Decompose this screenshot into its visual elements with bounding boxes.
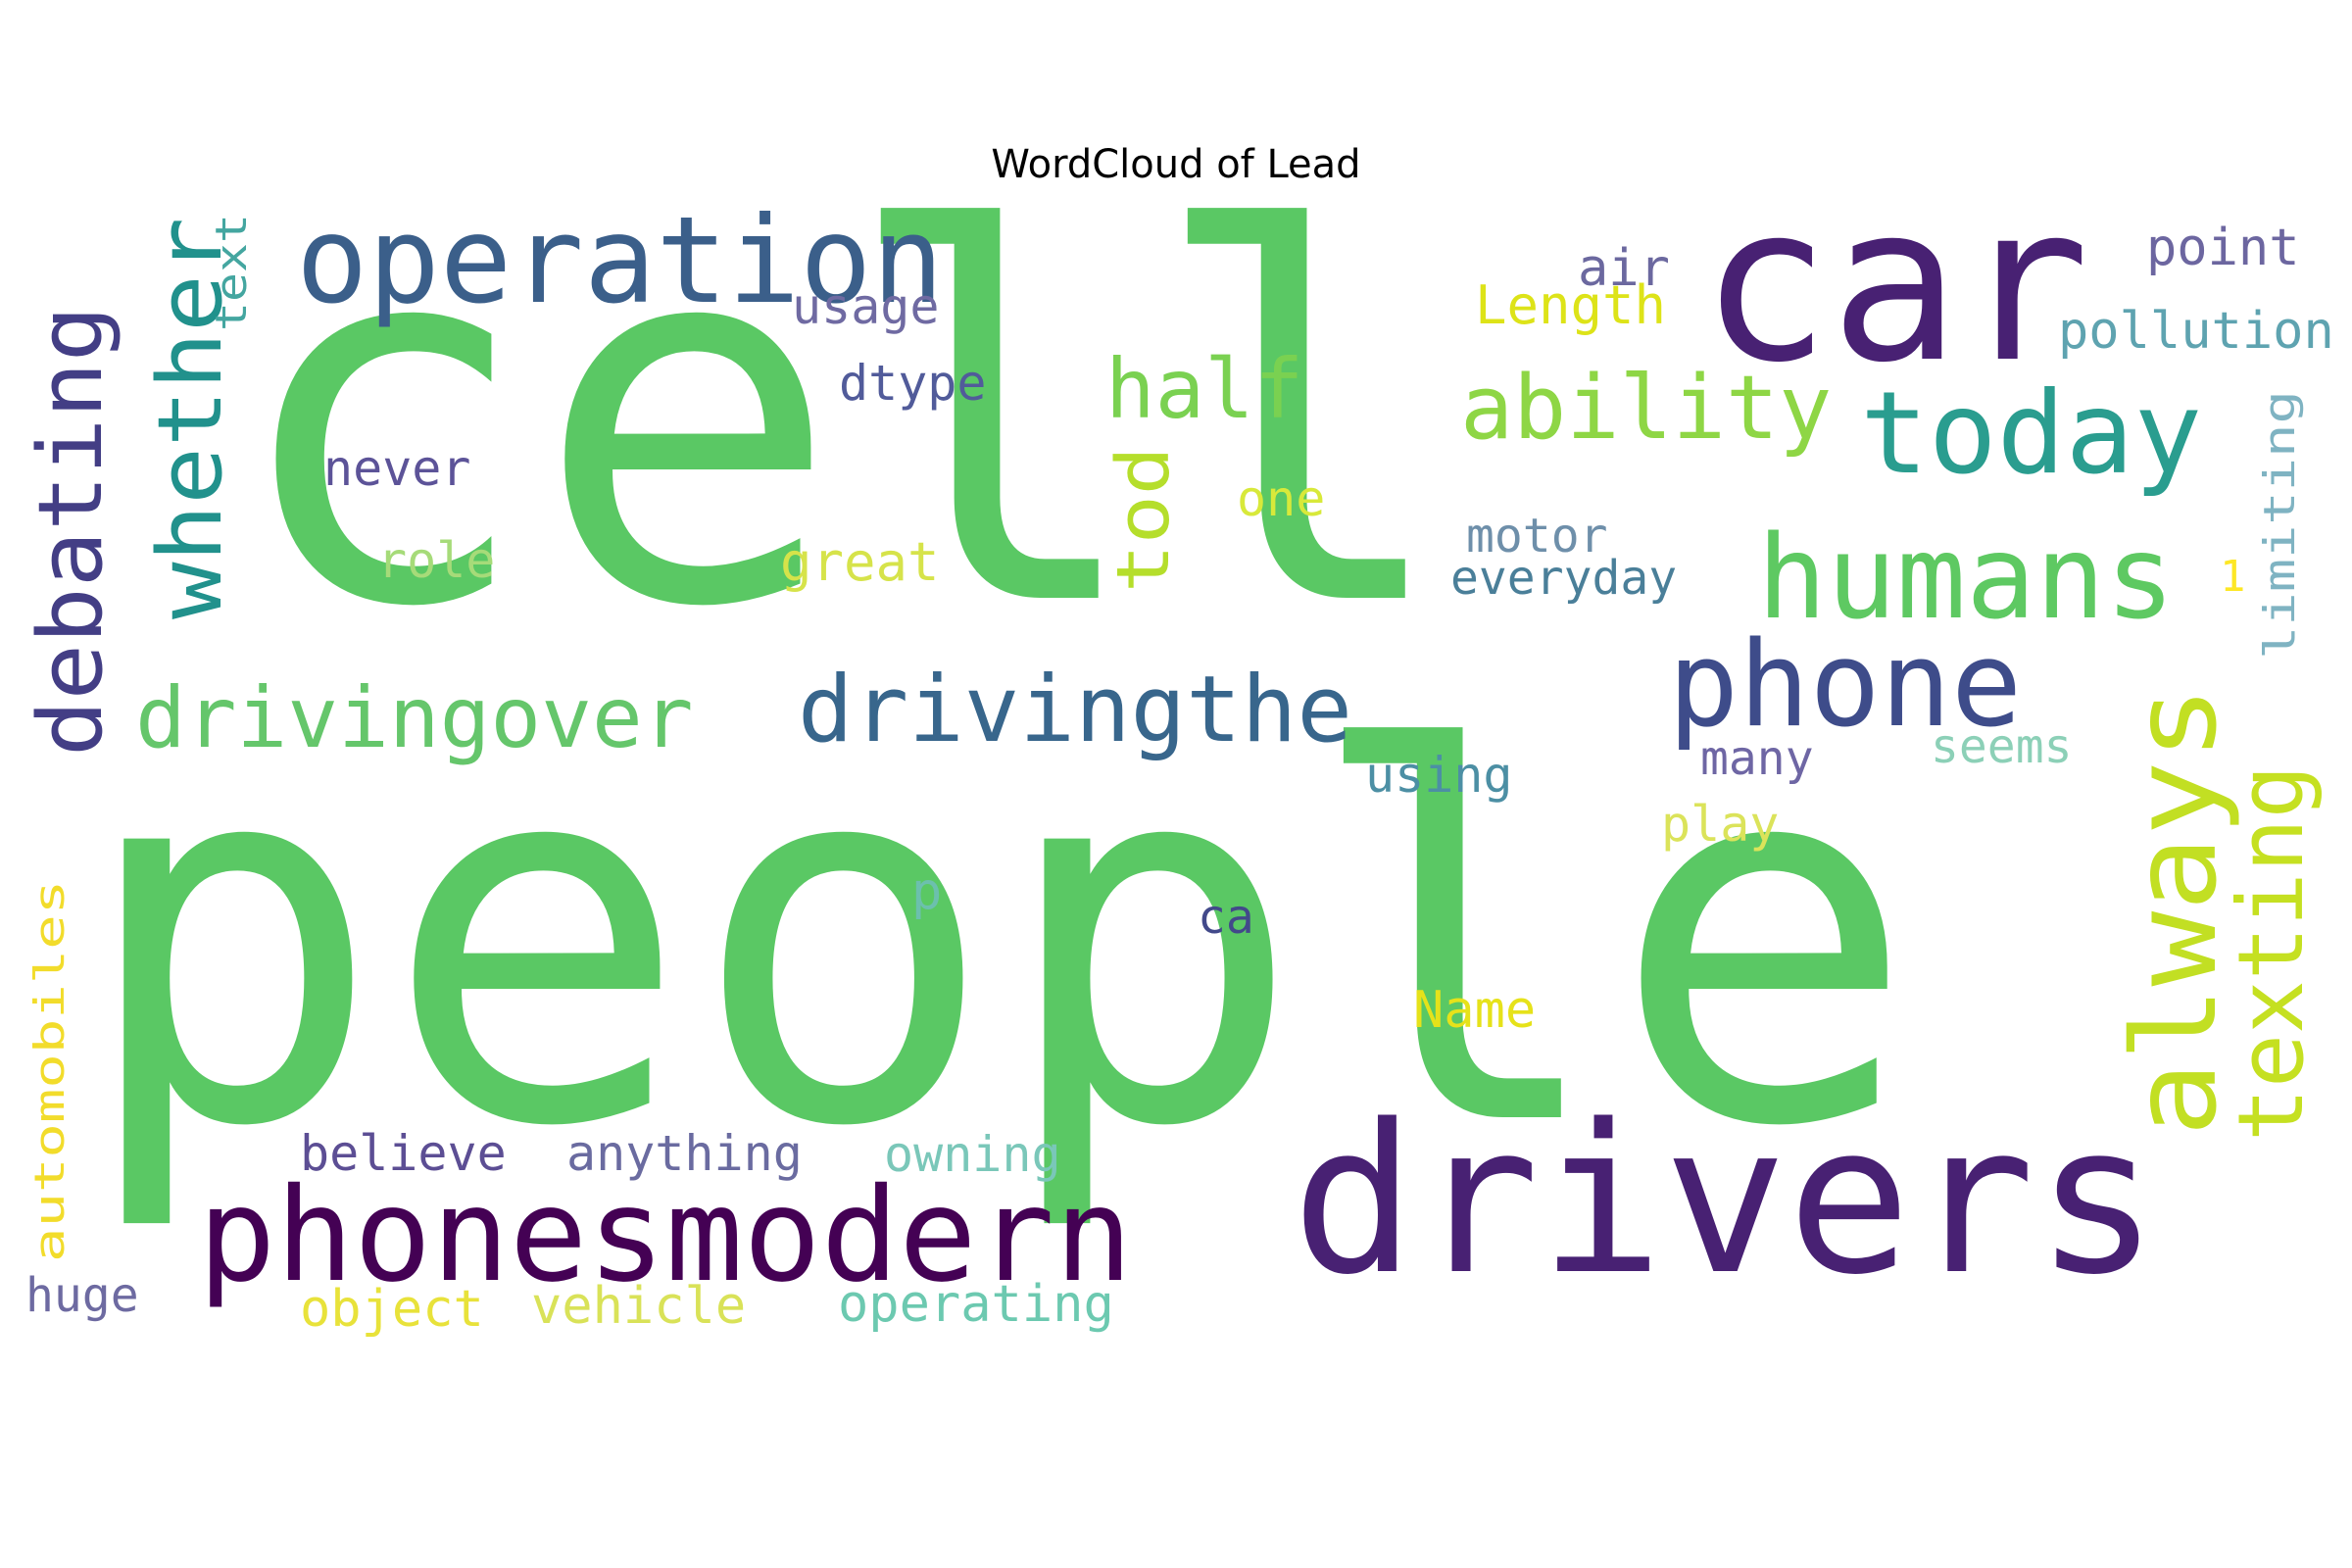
- word-air: air: [1578, 239, 1670, 298]
- word-today: today: [1860, 368, 2203, 500]
- word-people: people: [76, 644, 1918, 1238]
- word-vehicle: vehicle: [531, 1277, 747, 1336]
- word-always: always: [2107, 685, 2242, 1137]
- word-limiting: limiting: [2255, 390, 2305, 660]
- word-humans: humans: [1757, 510, 2176, 645]
- word-operation: operation: [296, 191, 945, 330]
- word-point: point: [2146, 219, 2300, 277]
- word-automobiles: automobiles: [25, 879, 74, 1262]
- word-pollution: pollution: [2058, 302, 2334, 361]
- word-car: car: [1700, 159, 2090, 410]
- word-owning: owning: [884, 1126, 1061, 1183]
- chart-title: WordCloud of Lead: [991, 142, 1361, 187]
- word-everyday: everyday: [1450, 551, 1678, 606]
- word-never: never: [323, 440, 471, 497]
- word-name: Name: [1413, 981, 1537, 1040]
- word-huge: huge: [25, 1268, 139, 1323]
- word-play: play: [1661, 796, 1780, 853]
- word-role: role: [377, 532, 496, 589]
- word-drivingover: drivingover: [135, 669, 694, 767]
- word-1: 1: [2220, 552, 2246, 602]
- word-cell: cell: [227, 124, 1455, 718]
- word-operating: operating: [838, 1275, 1114, 1334]
- word-many: many: [1700, 731, 1814, 786]
- word-seems: seems: [1931, 719, 2073, 774]
- word-ability: ability: [1460, 357, 1833, 460]
- word-phone: phone: [1668, 617, 2023, 754]
- word-dtype: dtype: [839, 355, 987, 412]
- word-using: using: [1365, 747, 1513, 804]
- word-believe: believe: [300, 1125, 507, 1182]
- word-object: object: [300, 1280, 484, 1339]
- word-ca: ca: [1198, 890, 1254, 945]
- word-usage: usage: [792, 278, 940, 335]
- word-great: great: [780, 531, 940, 593]
- word-debating: debating: [20, 305, 122, 757]
- word-text: text: [207, 214, 257, 331]
- word-length: Length: [1475, 274, 1667, 336]
- word-p: p: [911, 862, 943, 921]
- word-drivingthe: drivingthe: [798, 657, 1352, 763]
- word-one: one: [1237, 470, 1326, 527]
- word-texting: texting: [2219, 764, 2324, 1142]
- word-half: half: [1105, 341, 1304, 437]
- word-drivers: drivers: [1292, 1080, 2160, 1320]
- word-tod: tod: [1102, 446, 1186, 593]
- word-phonesmodern: phonesmodern: [198, 1160, 1133, 1311]
- word-motor: motor: [1466, 509, 1608, 564]
- word-anything: anything: [566, 1125, 803, 1182]
